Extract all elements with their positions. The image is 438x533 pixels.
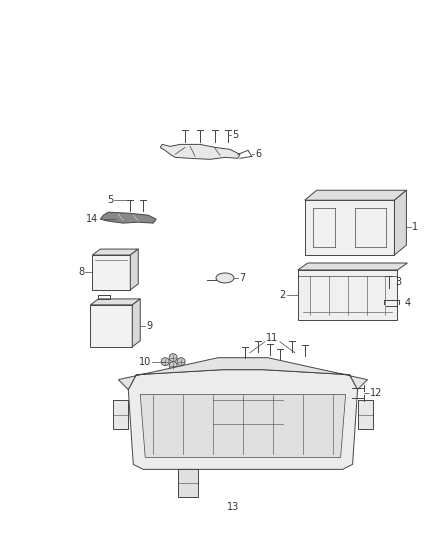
Polygon shape: [100, 212, 156, 223]
Text: 12: 12: [370, 387, 382, 398]
Polygon shape: [128, 370, 357, 470]
Bar: [298, 270, 397, 320]
Polygon shape: [92, 249, 138, 255]
Text: 14: 14: [86, 214, 99, 224]
Text: 8: 8: [78, 267, 85, 277]
Polygon shape: [178, 470, 198, 497]
Text: 1: 1: [413, 222, 419, 232]
Text: 4: 4: [404, 298, 410, 308]
Circle shape: [169, 354, 177, 362]
Polygon shape: [160, 144, 240, 159]
Polygon shape: [305, 190, 406, 200]
Polygon shape: [357, 400, 372, 430]
Text: 11: 11: [266, 333, 278, 343]
Text: 7: 7: [239, 273, 245, 283]
Ellipse shape: [216, 273, 234, 283]
Text: 9: 9: [146, 321, 152, 331]
Text: 3: 3: [396, 277, 402, 287]
Polygon shape: [140, 394, 346, 457]
Bar: [305, 200, 395, 255]
Polygon shape: [113, 400, 128, 430]
Text: 10: 10: [139, 357, 151, 367]
Polygon shape: [132, 299, 140, 347]
Circle shape: [169, 362, 177, 370]
Bar: [92, 255, 130, 290]
Text: 5: 5: [232, 131, 238, 140]
Polygon shape: [130, 249, 138, 290]
Polygon shape: [395, 190, 406, 255]
Text: 5: 5: [107, 195, 113, 205]
Text: 13: 13: [227, 502, 239, 512]
Text: 6: 6: [255, 149, 261, 159]
Polygon shape: [118, 358, 367, 390]
Text: 2: 2: [279, 290, 286, 300]
Circle shape: [161, 358, 169, 366]
Polygon shape: [90, 299, 140, 305]
Polygon shape: [298, 263, 407, 270]
Bar: [90, 305, 132, 347]
Circle shape: [177, 358, 185, 366]
